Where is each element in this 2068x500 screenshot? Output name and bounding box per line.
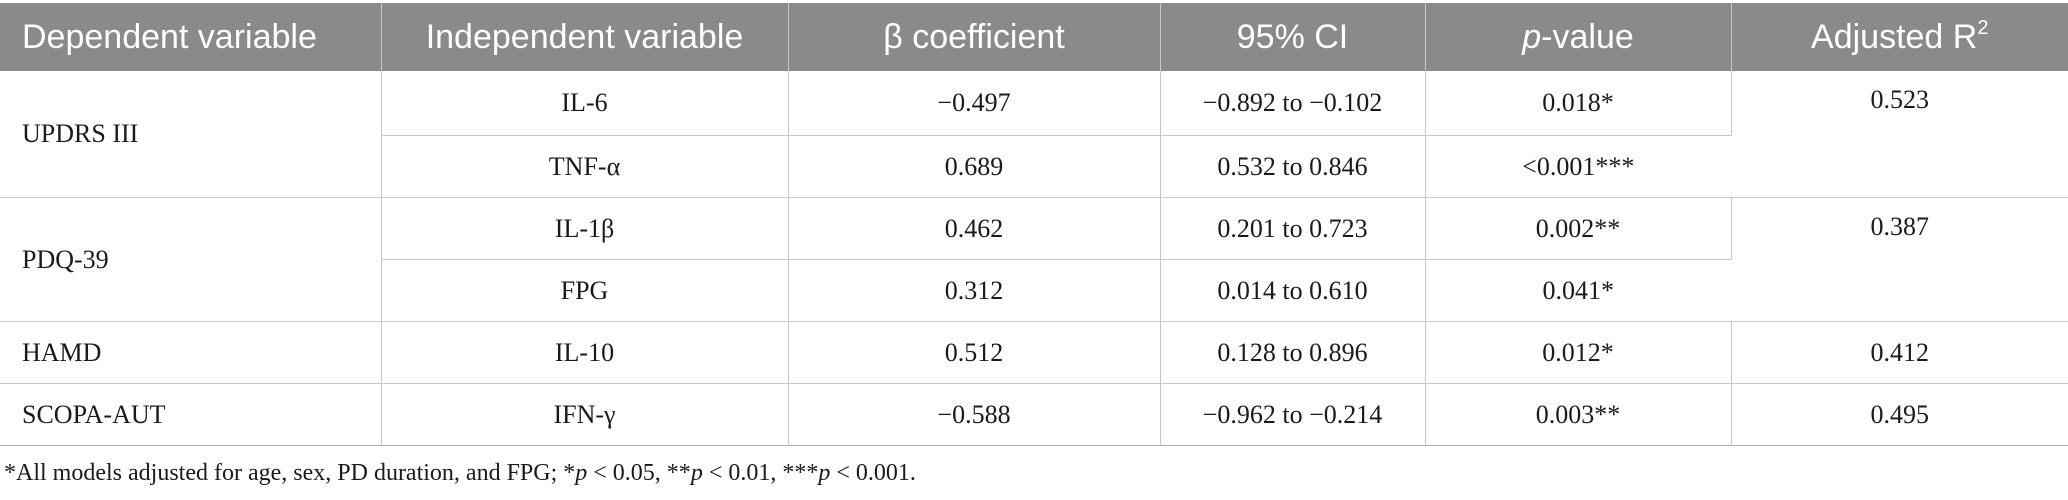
ci-cell: −0.892 to −0.102: [1160, 71, 1426, 136]
ci-cell: −0.962 to −0.214: [1160, 383, 1426, 446]
footnote-t2: < 0.01, ***: [702, 460, 819, 486]
ci-cell: 0.532 to 0.846: [1160, 135, 1426, 198]
p-value-cell: <0.001***: [1425, 135, 1731, 198]
independent-variable-cell: IL-6: [381, 71, 789, 136]
independent-variable-cell: FPG: [381, 259, 789, 322]
beta-cell: 0.512: [788, 321, 1161, 384]
p-value-cell: 0.003**: [1425, 383, 1732, 446]
independent-variable-cell: TNF-α: [381, 135, 789, 198]
ci-cell: 0.201 to 0.723: [1160, 197, 1426, 260]
p-value-cell: 0.002**: [1425, 197, 1732, 260]
beta-cell: −0.497: [788, 71, 1161, 136]
adjusted-r2-cell: 0.412: [1731, 321, 2068, 384]
regression-table: Dependent variable Independent variable …: [0, 3, 2068, 446]
header-dependent-variable: Dependent variable: [0, 3, 382, 71]
header-r2-base: Adjusted R: [1811, 18, 1978, 56]
footnote-lead: *All models adjusted for age, sex, PD du…: [4, 460, 576, 486]
dependent-variable-cell: UPDRS III: [0, 71, 382, 198]
beta-cell: −0.588: [788, 383, 1161, 446]
table-header: Dependent variable Independent variable …: [0, 3, 2068, 71]
p-value-cell: 0.018*: [1425, 71, 1732, 136]
footnote-p3: p: [818, 460, 831, 486]
dependent-variable-cell: PDQ-39: [0, 197, 382, 322]
p-value-cell: 0.012*: [1425, 321, 1732, 384]
header-r2-sup: 2: [1977, 17, 1989, 39]
beta-cell: 0.689: [788, 135, 1161, 198]
adjusted-r2-cell: 0.523: [1731, 71, 2068, 198]
table-row: HAMD IL-10 0.512 0.128 to 0.896 0.012* 0…: [0, 321, 2068, 384]
header-adjusted-r2: Adjusted R2: [1731, 3, 2068, 71]
adjusted-r2-cell: 0.387: [1731, 197, 2068, 322]
independent-variable-cell: IL-1β: [381, 197, 789, 260]
beta-cell: 0.312: [788, 259, 1161, 322]
table-row: SCOPA-AUT IFN-γ −0.588 −0.962 to −0.214 …: [0, 383, 2068, 446]
table-body: UPDRS III IL-6 −0.497 −0.892 to −0.102 0…: [0, 71, 2068, 446]
ci-cell: 0.014 to 0.610: [1160, 259, 1426, 322]
header-95-ci: 95% CI: [1160, 3, 1426, 71]
table-row: TNF-α 0.689 0.532 to 0.846 <0.001***: [0, 135, 2068, 198]
dependent-variable-cell: SCOPA-AUT: [0, 383, 382, 446]
table-row: FPG 0.312 0.014 to 0.610 0.041*: [0, 259, 2068, 322]
table-row: UPDRS III IL-6 −0.497 −0.892 to −0.102 0…: [0, 71, 2068, 198]
header-independent-variable: Independent variable: [381, 3, 789, 71]
ci-cell: 0.128 to 0.896: [1160, 321, 1426, 384]
regression-table-container: Dependent variable Independent variable …: [0, 3, 2068, 446]
table-row: PDQ-39 IL-1β 0.462 0.201 to 0.723 0.002*…: [0, 197, 2068, 322]
header-p-italic: p: [1522, 17, 1542, 56]
footnote-t3: < 0.001.: [830, 460, 916, 486]
beta-cell: 0.462: [788, 197, 1161, 260]
footnote-p2: p: [690, 460, 703, 486]
header-p-rest: -value: [1541, 17, 1634, 56]
table-footnote: *All models adjusted for age, sex, PD du…: [4, 460, 916, 487]
p-value-cell: 0.041*: [1425, 259, 1731, 322]
header-beta-coefficient: β coefficient: [788, 3, 1161, 71]
dependent-variable-cell: HAMD: [0, 321, 382, 384]
independent-variable-cell: IL-10: [381, 321, 789, 384]
header-row: Dependent variable Independent variable …: [0, 3, 2068, 71]
adjusted-r2-cell: 0.495: [1731, 383, 2068, 446]
independent-variable-cell: IFN-γ: [381, 383, 789, 446]
header-p-value: p-value: [1425, 3, 1732, 71]
footnote-t1: < 0.05, **: [587, 460, 691, 486]
footnote-p1: p: [575, 460, 588, 486]
